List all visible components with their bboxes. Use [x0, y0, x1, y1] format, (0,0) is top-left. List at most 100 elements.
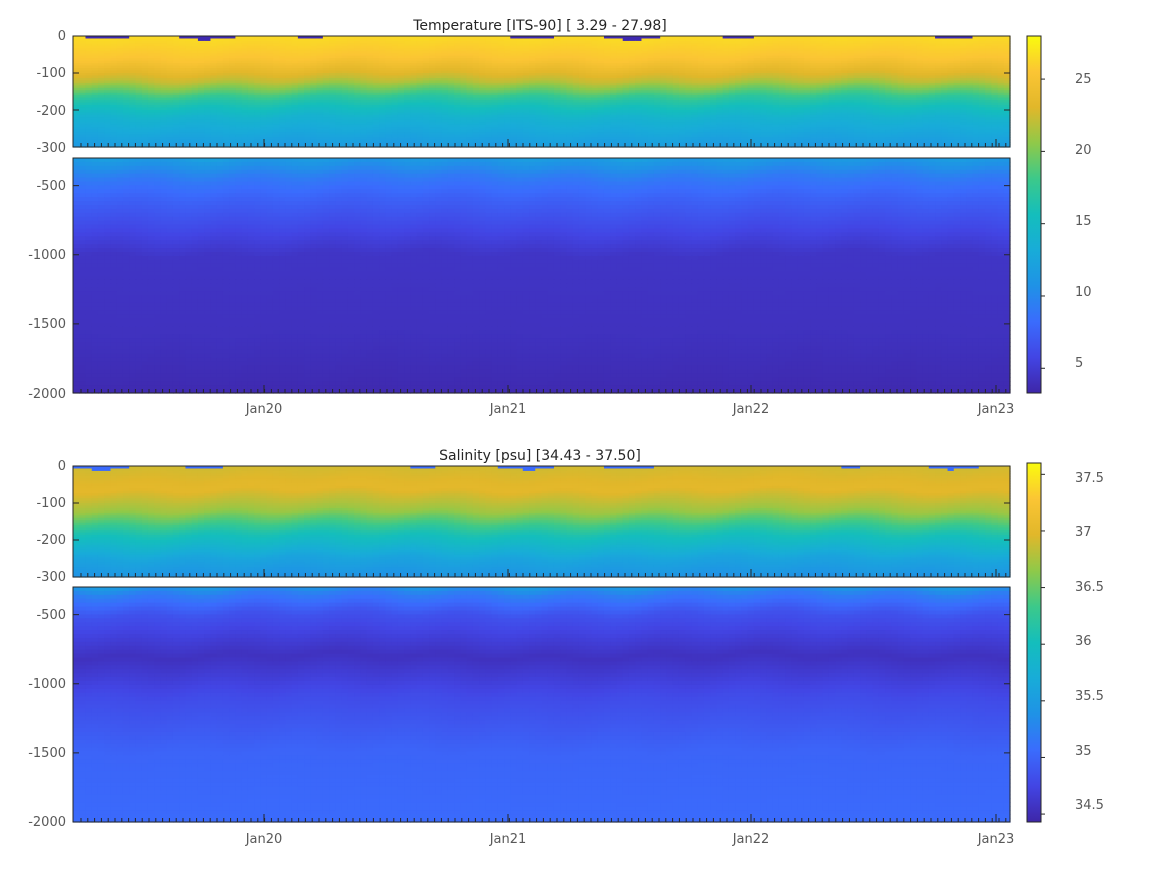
field-cell [404, 50, 411, 54]
field-cell [541, 60, 549, 64]
field-cell [497, 53, 505, 57]
field-cell [710, 68, 718, 72]
field-cell [778, 68, 786, 72]
field-cell [297, 43, 305, 47]
field-cell [479, 38, 486, 42]
field-cell [379, 48, 386, 52]
field-cell [722, 43, 730, 47]
field-cell [210, 68, 218, 72]
field-cell [997, 36, 1005, 40]
field-cell [510, 40, 518, 44]
field-cell [254, 63, 261, 67]
field-cell [922, 43, 930, 47]
field-cell [847, 48, 855, 52]
field-cell [747, 63, 755, 67]
field-cell [385, 68, 393, 72]
field-cell [691, 50, 699, 54]
field-cell [454, 63, 461, 67]
field-cell [566, 65, 574, 69]
field-cell [129, 45, 137, 49]
field-cell [666, 36, 674, 40]
field-cell [778, 53, 786, 57]
field-cell [435, 60, 443, 64]
field-cell [778, 48, 786, 52]
field-cell [947, 45, 955, 49]
field-cell [154, 40, 162, 44]
field-cell [966, 43, 974, 47]
field-cell [329, 53, 336, 57]
field-cell [953, 55, 961, 59]
field-cell [653, 55, 661, 59]
field-cell [903, 36, 911, 40]
field-cell [360, 65, 368, 69]
field-cell [304, 43, 311, 47]
field-cell [422, 48, 430, 52]
field-cell [285, 68, 293, 72]
field-cell [803, 70, 811, 74]
field-cell [828, 60, 836, 64]
field-cell [210, 73, 218, 77]
field-cell [516, 60, 524, 64]
field-cell [553, 50, 561, 54]
field-cell [454, 43, 461, 47]
field-cell [703, 70, 711, 74]
field-cell [354, 53, 361, 57]
field-cell [185, 55, 193, 59]
field-cell [529, 40, 536, 44]
field-cell [947, 60, 955, 64]
field-cell [572, 60, 580, 64]
field-cell [597, 38, 605, 42]
field-cell [822, 63, 830, 67]
field-cell [785, 48, 792, 52]
field-cell [379, 38, 386, 42]
field-cell [841, 53, 849, 57]
field-cell [610, 58, 618, 62]
field-cell [591, 50, 599, 54]
field-cell [160, 60, 168, 64]
field-cell [941, 48, 949, 52]
field-cell [116, 60, 124, 64]
field-cell [360, 58, 368, 62]
field-cell [672, 58, 680, 62]
field-cell [435, 68, 443, 72]
field-cell [204, 50, 212, 54]
field-cell [997, 48, 1005, 52]
field-cell [666, 68, 674, 72]
field-cell [447, 63, 455, 67]
field-cell [885, 70, 892, 74]
field-cell [872, 68, 880, 72]
field-cell [79, 70, 87, 74]
field-cell [753, 60, 761, 64]
field-cell [335, 58, 343, 62]
field-cell [685, 63, 693, 67]
field-cell [835, 68, 842, 72]
field-cell [79, 53, 87, 57]
field-cell [866, 48, 874, 52]
field-cell [653, 63, 661, 67]
field-cell [535, 63, 543, 67]
field-cell [697, 60, 705, 64]
field-cell [647, 55, 655, 59]
field-cell [216, 40, 224, 44]
field-cell [147, 43, 155, 47]
field-cell [647, 50, 655, 54]
field-cell [272, 70, 280, 74]
field-cell [179, 50, 187, 54]
field-cell [791, 63, 799, 67]
field-cell [766, 43, 774, 47]
field-cell [803, 43, 811, 47]
field-cell [710, 55, 718, 59]
field-cell [310, 36, 318, 40]
field-cell [666, 43, 674, 47]
field-cell [628, 68, 636, 72]
field-cell [728, 58, 736, 62]
field-cell [154, 60, 162, 64]
field-cell [735, 53, 742, 57]
field-cell [672, 50, 680, 54]
field-cell [497, 40, 505, 44]
field-cell [791, 43, 799, 47]
field-cell [272, 55, 280, 59]
field-cell [422, 38, 430, 42]
field-cell [454, 60, 461, 64]
field-cell [672, 68, 680, 72]
